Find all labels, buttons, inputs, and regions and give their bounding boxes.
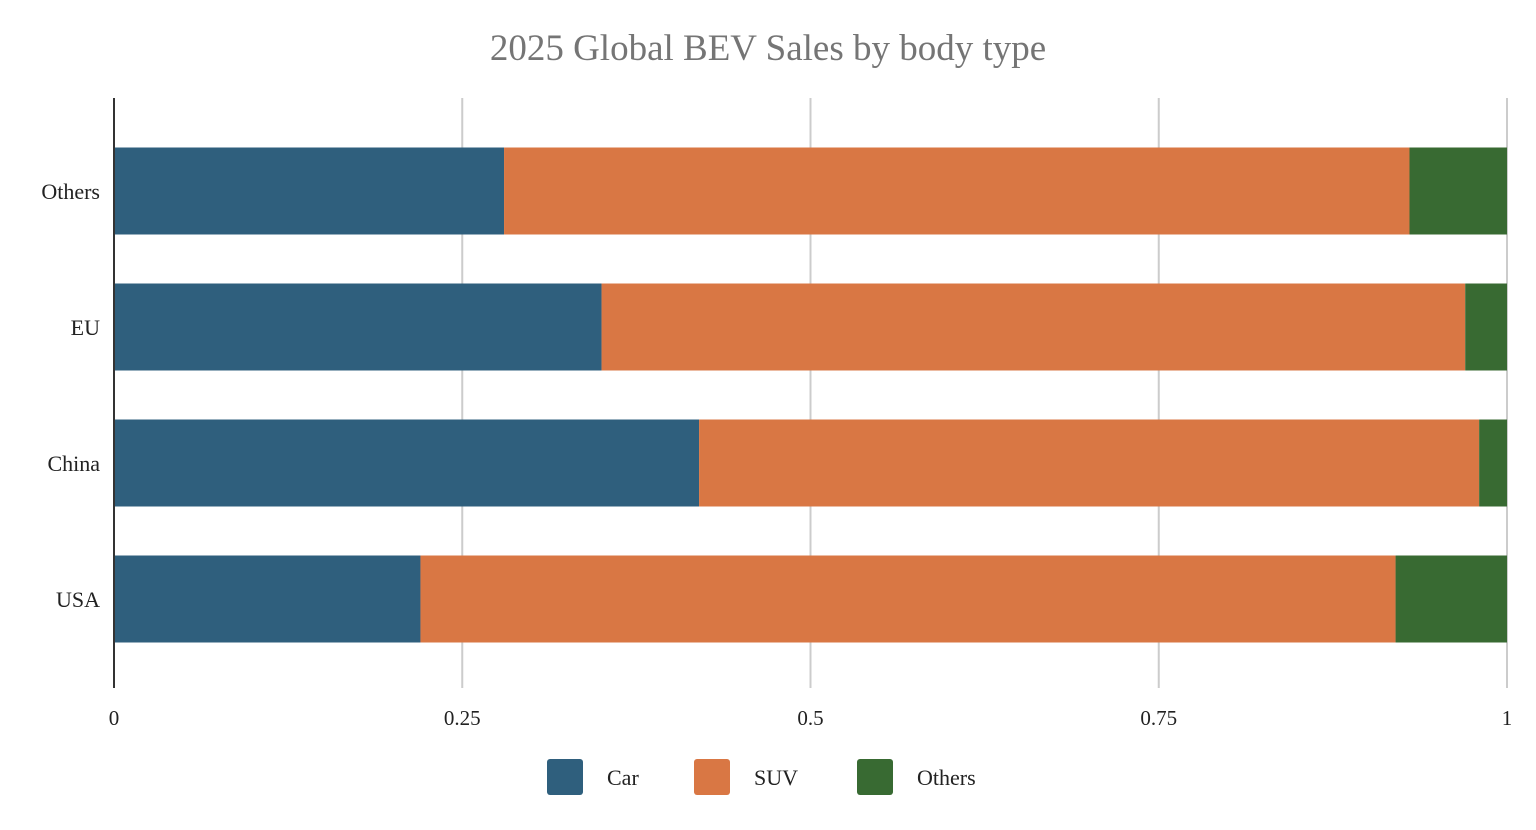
bar-others-others bbox=[1409, 147, 1507, 235]
bar-others-eu bbox=[1465, 283, 1507, 371]
x-tick-label: 0.5 bbox=[797, 706, 823, 730]
y-category-label: Others bbox=[41, 179, 100, 204]
bar-car-usa bbox=[114, 555, 421, 643]
x-tick-label: 1 bbox=[1502, 706, 1513, 730]
bar-suv-usa bbox=[420, 555, 1396, 643]
legend-label-car: Car bbox=[607, 765, 639, 790]
bar-others-china bbox=[1479, 419, 1507, 507]
bar-suv-eu bbox=[601, 283, 1466, 371]
x-tick-label: 0 bbox=[109, 706, 120, 730]
legend-swatch-car bbox=[547, 759, 583, 795]
chart-title: 2025 Global BEV Sales by body type bbox=[490, 28, 1046, 69]
bar-suv-china bbox=[699, 419, 1480, 507]
bar-suv-others bbox=[504, 147, 1410, 235]
bar-others-usa bbox=[1395, 555, 1507, 643]
bar-car-eu bbox=[114, 283, 602, 371]
legend-label-others: Others bbox=[917, 765, 976, 790]
legend-swatch-others bbox=[857, 759, 893, 795]
x-tick-label: 0.75 bbox=[1140, 706, 1177, 730]
y-category-label: USA bbox=[56, 587, 100, 612]
y-category-label: EU bbox=[71, 315, 100, 340]
legend-swatch-suv bbox=[694, 759, 730, 795]
x-tick-label: 0.25 bbox=[444, 706, 481, 730]
y-category-label: China bbox=[47, 451, 100, 476]
bar-car-others bbox=[114, 147, 505, 235]
legend-label-suv: SUV bbox=[754, 765, 798, 790]
bar-car-china bbox=[114, 419, 700, 507]
